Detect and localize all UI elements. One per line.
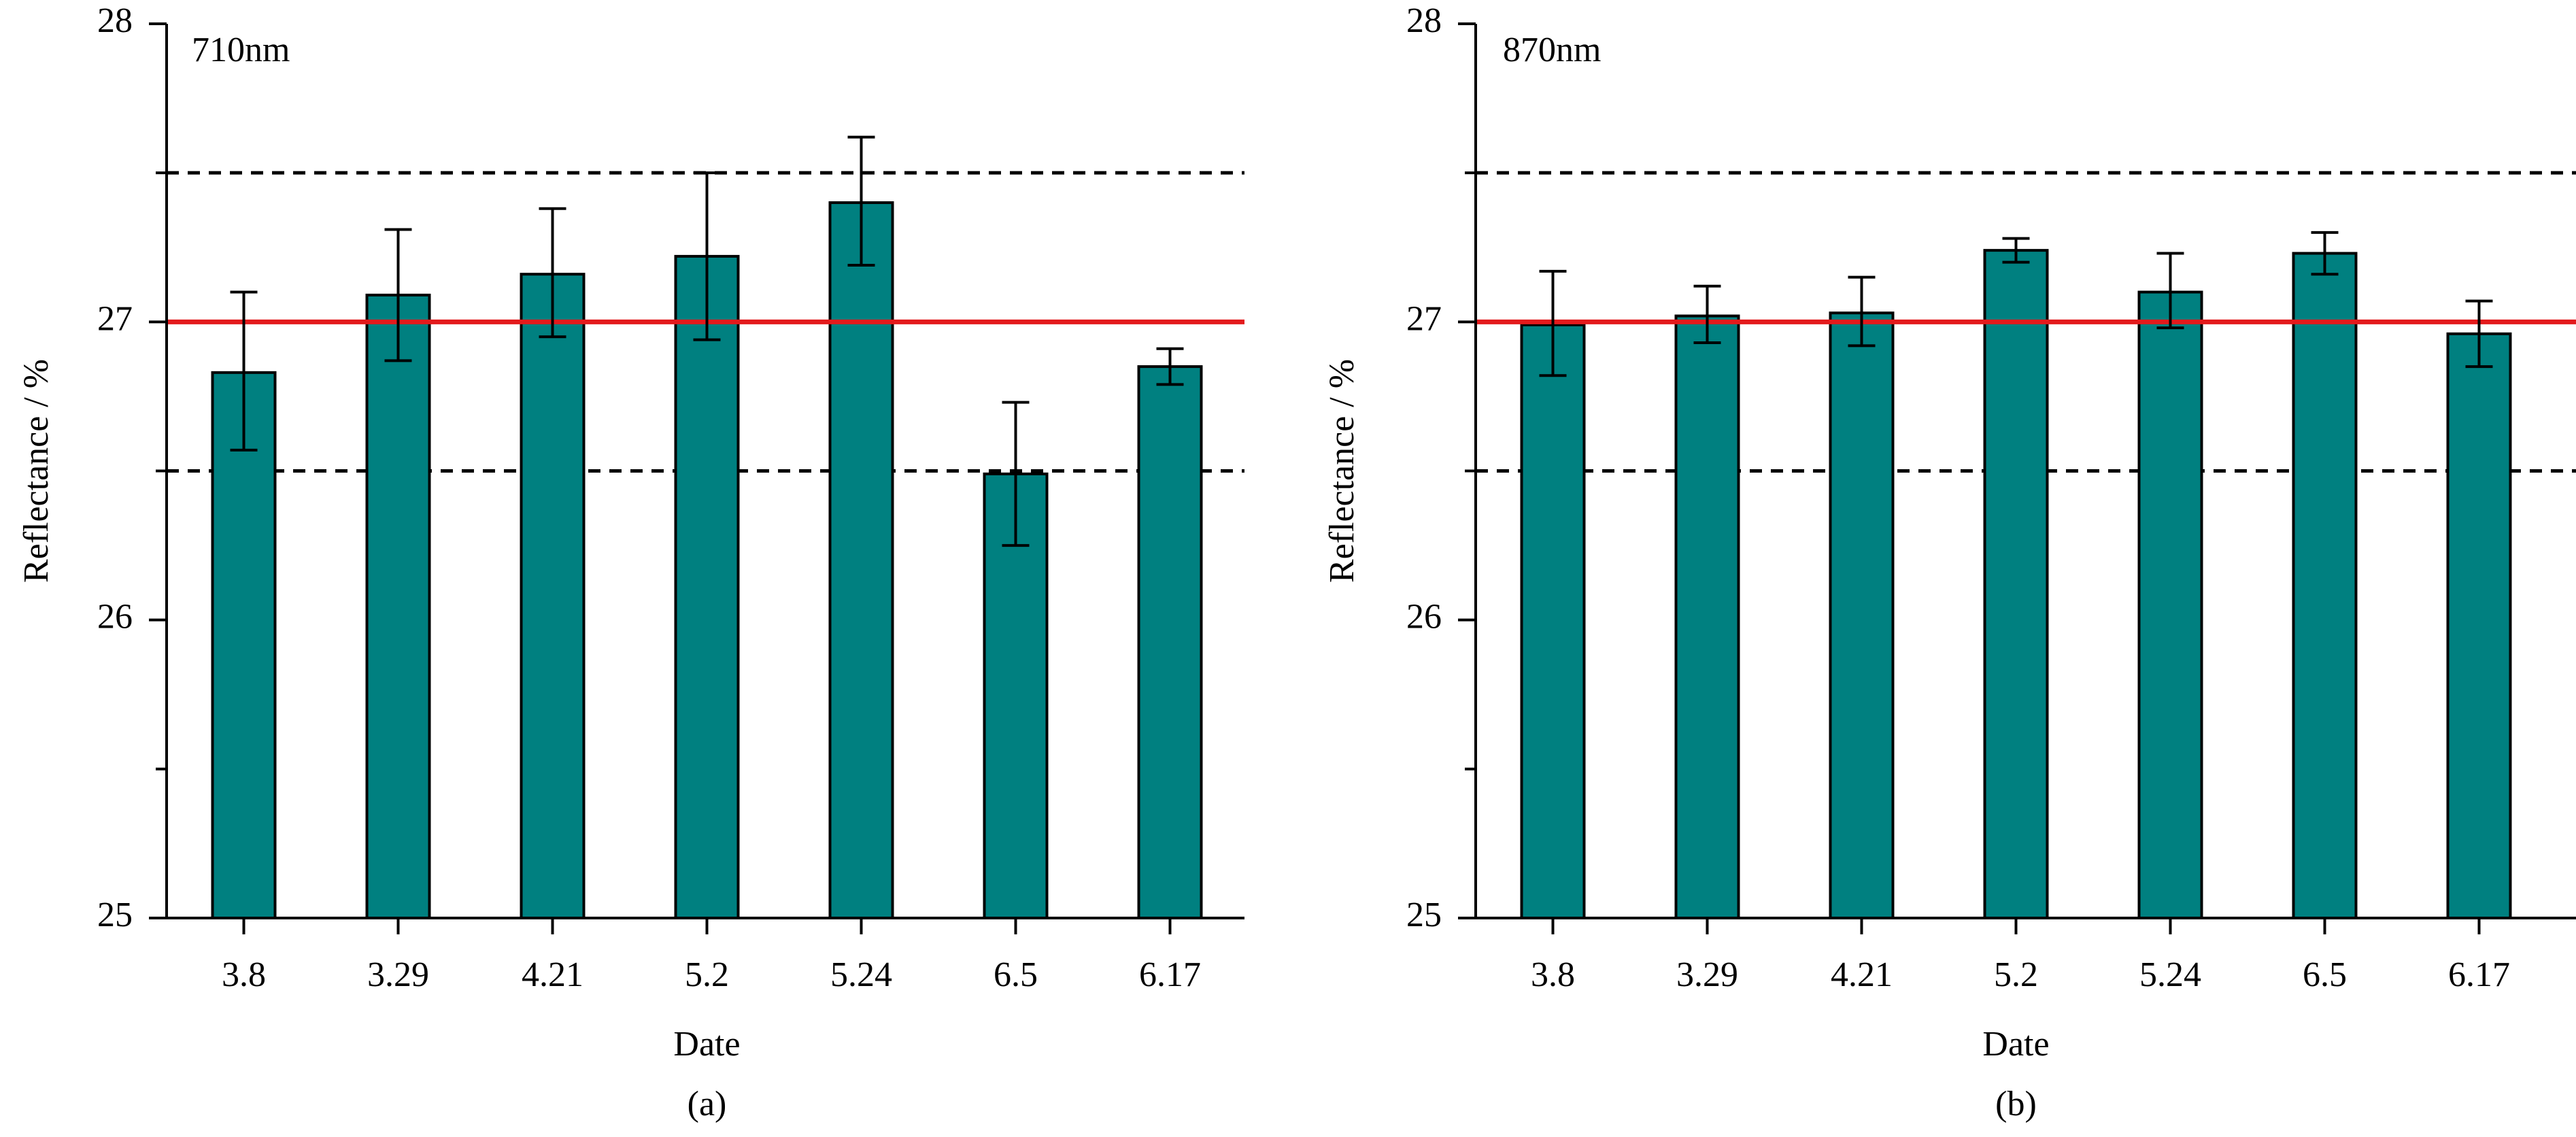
error-bar-6.5: [1002, 401, 1030, 547]
panel-title: 710nm: [192, 31, 290, 69]
chart-panel-a: 25 26 27 28 3.8 3.29 4.21 5.2 5.24 6.5 6.17 710nm Re…: [17, 1, 1244, 1123]
x-tick-label: 5.24: [2139, 955, 2201, 994]
y-tick-label: 26: [1406, 598, 1442, 637]
bar-3.8: [1520, 323, 1586, 919]
x-tick-label: 5.2: [1994, 955, 2038, 994]
error-bar-3.8: [1539, 269, 1567, 377]
x-tick-label: 6.5: [2303, 955, 2347, 994]
x-tick-label: 3.29: [367, 955, 429, 994]
x-tick-label: 5.24: [830, 955, 892, 994]
error-bar-5.2: [693, 171, 721, 341]
y-tick-label: 28: [1406, 1, 1442, 40]
error-bar-5.24: [2156, 252, 2184, 330]
bar-4.21: [520, 273, 586, 919]
y-tick-label: 27: [97, 299, 133, 338]
error-bar-4.21: [539, 207, 566, 339]
bar-6.5: [2292, 252, 2358, 919]
error-bar-5.24: [847, 135, 875, 267]
y-tick-label: 26: [97, 598, 133, 637]
bar-3.29: [365, 293, 431, 919]
bar-4.21: [1829, 311, 1895, 919]
x-tick-label: 5.2: [685, 955, 729, 994]
bar-6.17: [1137, 365, 1203, 919]
x-tick-label: 6.5: [994, 955, 1038, 994]
x-axis-label: Date: [673, 1025, 740, 1064]
x-tick-label: 4.21: [522, 955, 583, 994]
x-axis-label: Date: [1982, 1025, 2049, 1064]
bar-3.29: [1674, 314, 1740, 920]
error-bar-5.2: [2002, 237, 2030, 264]
x-tick-label: 4.21: [1831, 955, 1893, 994]
panel-title: 870nm: [1503, 31, 1601, 69]
chart-panel-b: 25 26 27 28 3.8 3.29 4.21 5.2 5.24 6.5 6.17 870nm Re…: [1323, 1, 2576, 1123]
y-axis-label: Reflectance / %: [17, 359, 56, 583]
error-bar-3.8: [230, 290, 258, 452]
error-bar-6.5: [2311, 231, 2339, 276]
error-bar-3.29: [1693, 284, 1721, 345]
bar-5.24: [2137, 290, 2203, 919]
x-tick-label: 6.17: [1139, 955, 1201, 994]
panel-caption: (a): [688, 1085, 727, 1123]
bar-5.2: [674, 254, 740, 919]
panel-caption: (b): [1995, 1085, 2037, 1123]
y-axis-label: Reflectance / %: [1323, 359, 1361, 583]
error-bar-6.17: [1156, 347, 1184, 386]
error-bar-3.29: [384, 228, 412, 362]
y-tick-label: 25: [97, 896, 133, 934]
x-tick-label: 6.17: [2448, 955, 2510, 994]
error-bar-6.17: [2465, 299, 2493, 369]
x-tick-label: 3.8: [222, 955, 266, 994]
x-tick-label: 3.29: [1676, 955, 1738, 994]
y-tick-label: 27: [1406, 299, 1442, 338]
y-tick-label: 28: [97, 1, 133, 40]
bar-6.17: [2446, 332, 2512, 920]
error-bar-4.21: [1848, 275, 1876, 347]
bar-3.8: [211, 371, 277, 919]
y-tick-label: 25: [1406, 896, 1442, 934]
bar-5.24: [828, 201, 894, 919]
x-tick-label: 3.8: [1531, 955, 1575, 994]
bar-5.2: [1983, 249, 2049, 919]
